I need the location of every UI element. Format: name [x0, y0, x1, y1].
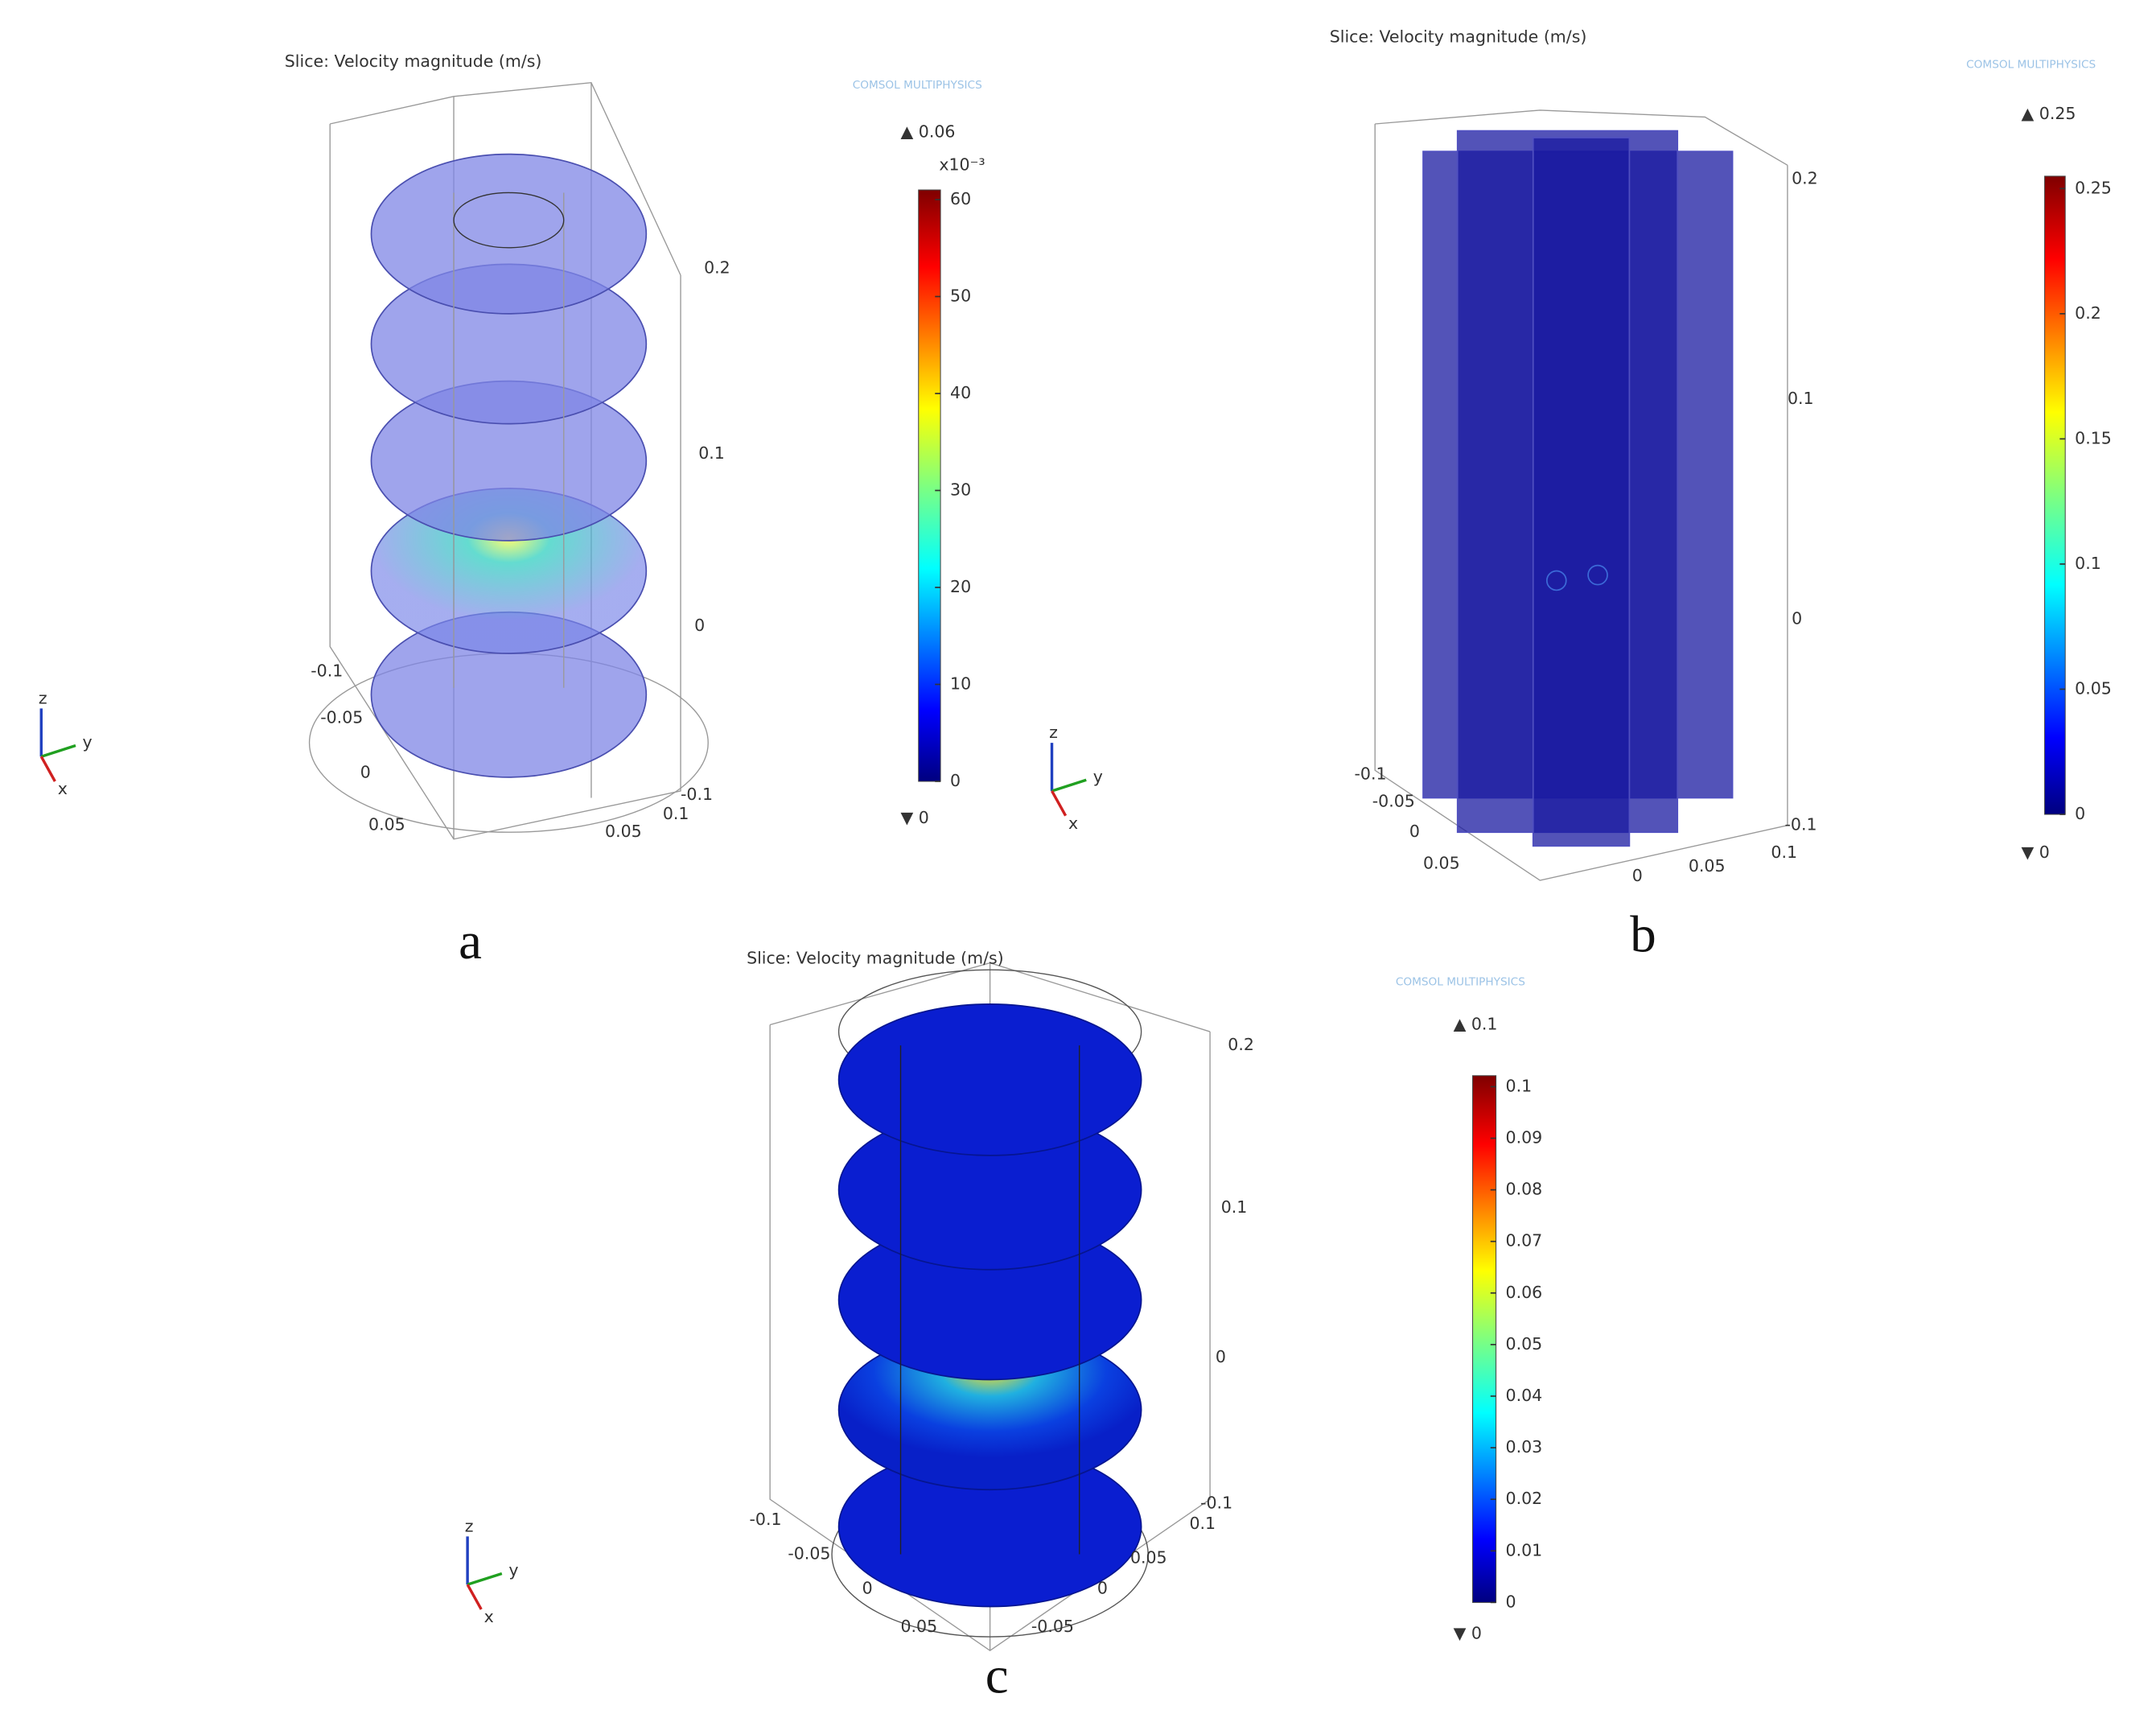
- triad-x: [39, 756, 56, 782]
- axis-tick-label: 0: [862, 1578, 873, 1597]
- axis-tick-label: 0: [360, 763, 371, 782]
- axis-tick-label: -0.05: [788, 1544, 830, 1564]
- colorbar-tick-label: 0: [1506, 1592, 1516, 1611]
- colorbar-tick-label: 50: [950, 286, 971, 306]
- colorbar-tick-label: 0.09: [1506, 1128, 1543, 1147]
- plot-a: [308, 82, 709, 840]
- triad-label: x: [1068, 814, 1078, 833]
- colorbar-min: ▼ 0: [2022, 843, 2050, 862]
- axis-tick-label: 0.1: [1788, 389, 1814, 408]
- axis-tick-label: -0.05: [1372, 792, 1415, 811]
- colorbar-tick-label: 10: [950, 674, 971, 693]
- colorbar-tick-label: 60: [950, 189, 971, 208]
- axis-tick-label: -0.1: [750, 1510, 782, 1529]
- colorbar: [1472, 1075, 1497, 1603]
- colorbar-tick-label: 0.05: [1506, 1334, 1543, 1353]
- axis-tick-label: 0: [1097, 1578, 1108, 1597]
- colorbar: [918, 189, 941, 782]
- colorbar-tick-label: 20: [950, 577, 971, 596]
- colorbar-tick-label: 0.15: [2075, 428, 2112, 447]
- logo: COMSOL MULTIPHYSICS: [853, 79, 982, 92]
- axis-tick-label: 0.1: [1771, 843, 1797, 862]
- axis-tick-label: 0: [694, 616, 705, 635]
- axis-tick-label: 0.1: [663, 804, 689, 823]
- panel-title: Slice: Velocity magnitude (m/s): [747, 948, 1004, 967]
- colorbar-tick-label: 0.05: [2075, 678, 2112, 698]
- axis-tick-label: 0: [1409, 822, 1420, 841]
- axis-tick-label: 0.05: [605, 822, 642, 841]
- colorbar-tick-label: 0.01: [1506, 1540, 1543, 1559]
- panel-title: Slice: Velocity magnitude (m/s): [1330, 27, 1587, 46]
- axis-tick-label: -0.05: [320, 707, 363, 727]
- colorbar-min: ▼ 0: [1454, 1624, 1482, 1643]
- colorbar-tick-label: 0.02: [1506, 1489, 1543, 1508]
- panel-label: b: [1630, 905, 1656, 963]
- triad-label: y: [83, 732, 93, 752]
- colorbar-tick-label: 0.1: [1506, 1076, 1533, 1095]
- axis-tick-label: 0: [1632, 866, 1643, 885]
- axis-tick-label: -0.05: [1031, 1617, 1074, 1636]
- axis-tick-label: 0.05: [368, 815, 405, 834]
- axis-tick-label: 0.2: [1228, 1035, 1254, 1054]
- axis-tick-label: -0.1: [1355, 764, 1387, 783]
- colorbar-tick-label: 0.25: [2075, 178, 2112, 197]
- colorbar-tick-label: 0.03: [1506, 1437, 1543, 1456]
- colorbar-tick-label: 0.06: [1506, 1283, 1543, 1302]
- axis-tick-label: 0.05: [1689, 856, 1726, 876]
- axis-tick-label: -0.1: [1200, 1493, 1232, 1512]
- plot-c: [769, 962, 1211, 1652]
- logo: COMSOL MULTIPHYSICS: [1396, 976, 1525, 989]
- axis-tick-label: 0.1: [1221, 1197, 1248, 1217]
- triad-x: [466, 1584, 483, 1610]
- colorbar-tick-label: 0.2: [2075, 303, 2101, 323]
- triad-label: z: [1049, 723, 1058, 742]
- colorbar-tick-label: 0: [2075, 804, 2085, 823]
- logo: COMSOL MULTIPHYSICS: [1966, 59, 2096, 72]
- panel-title: Slice: Velocity magnitude (m/s): [285, 52, 542, 71]
- triad-y: [1051, 778, 1087, 793]
- triad-y: [40, 744, 76, 758]
- axis-tick-label: -0.1: [681, 785, 713, 804]
- colorbar-max: ▲ 0.25: [2022, 104, 2076, 123]
- axis-tick-label: -0.1: [311, 661, 343, 680]
- axis-tick-label: 0: [1792, 608, 1802, 628]
- colorbar-tick-label: 30: [950, 480, 971, 500]
- colorbar-tick-label: 0.08: [1506, 1180, 1543, 1199]
- colorbar-min: ▼ 0: [901, 808, 929, 827]
- colorbar-tick-label: 0: [950, 771, 961, 790]
- colorbar-max: ▲ 0.06: [901, 122, 956, 141]
- colorbar-exponent: x10⁻³: [939, 155, 985, 174]
- axis-tick-label: 0.05: [901, 1617, 938, 1636]
- triad-label: z: [465, 1516, 474, 1535]
- axis-tick-label: 0.1: [698, 443, 725, 463]
- triad-label: x: [484, 1607, 494, 1626]
- panel-label: a: [459, 913, 482, 970]
- colorbar-tick-label: 0.04: [1506, 1386, 1543, 1405]
- axis-tick-label: 0.05: [1423, 854, 1460, 873]
- triad-label: x: [58, 779, 68, 798]
- colorbar-max: ▲ 0.1: [1454, 1015, 1498, 1034]
- axis-tick-label: -0.1: [1785, 815, 1817, 834]
- colorbar-tick-label: 0.07: [1506, 1231, 1543, 1250]
- axis-tick-label: 0: [1216, 1347, 1226, 1366]
- axis-tick-label: 0.2: [704, 258, 730, 277]
- triad-x: [1051, 790, 1068, 817]
- colorbar-tick-label: 40: [950, 383, 971, 402]
- axis-tick-label: 0.1: [1189, 1514, 1216, 1533]
- panel-label: c: [985, 1647, 1009, 1705]
- triad-label: y: [508, 1560, 518, 1580]
- triad-label: y: [1093, 767, 1103, 786]
- axis-tick-label: 0.2: [1792, 168, 1818, 187]
- colorbar: [2044, 175, 2066, 815]
- axis-tick-label: 0.05: [1130, 1548, 1167, 1568]
- triad-label: z: [39, 688, 47, 707]
- colorbar-tick-label: 0.1: [2075, 554, 2101, 573]
- plot-b: [1374, 109, 1788, 881]
- triad-y: [467, 1572, 503, 1586]
